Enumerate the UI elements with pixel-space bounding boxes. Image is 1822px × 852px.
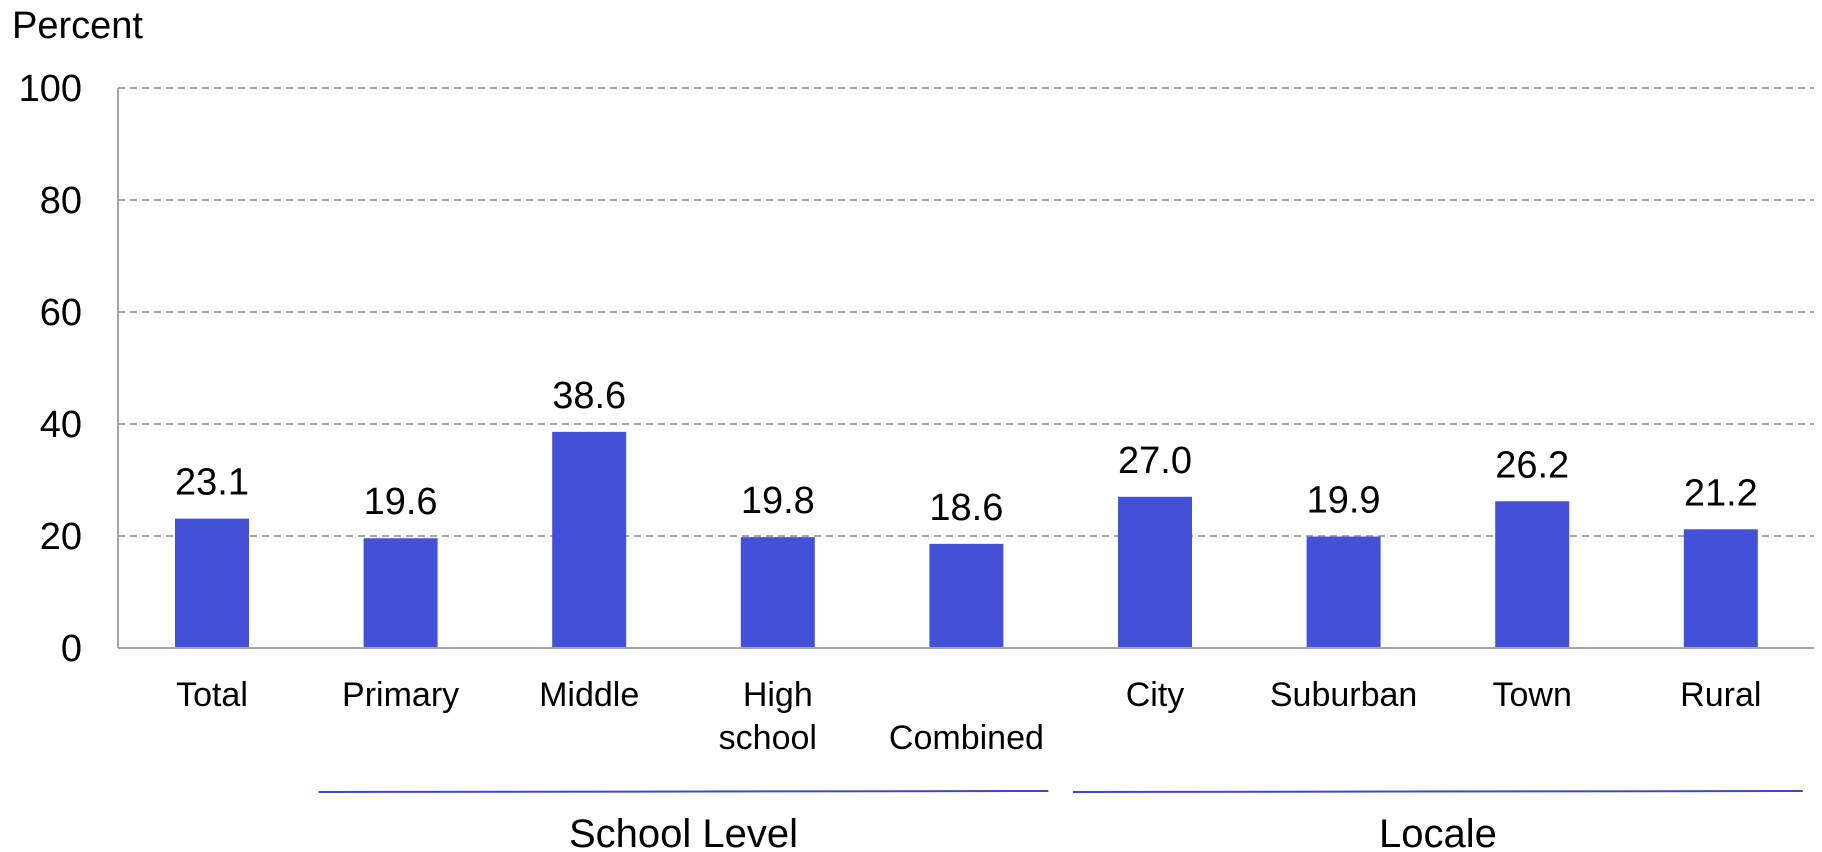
data-label: 21.2 [1684,472,1758,514]
y-tick-label: 80 [40,180,82,222]
data-label: 18.6 [929,487,1003,529]
data-label: 38.6 [552,375,626,417]
category-groups: School Level Locale [318,790,1803,852]
group-bracket-line [318,790,1049,793]
data-labels: 23.1 19.6 38.6 19.8 18.6 27.0 19.9 26.2 21.2 [175,375,1758,529]
category-label: Middle [539,676,639,714]
y-axis-title: Percent [12,5,143,47]
data-label: 26.2 [1495,444,1569,486]
category-label: City [1126,676,1185,714]
data-label: 27.0 [1118,440,1192,482]
category-label: Suburban [1270,676,1417,714]
bar [740,537,815,648]
y-tick-labels: 0 20 40 60 80 100 [19,68,82,670]
category-label: Town [1493,676,1572,714]
data-label: 19.6 [364,481,438,523]
gridlines [118,87,1814,537]
category-label: Total [176,676,248,714]
group-label: School Level [569,812,798,852]
bar [1683,529,1758,648]
y-tick-label: 100 [19,68,82,110]
bars [175,431,1758,648]
category-label: Rural [1680,676,1761,714]
y-tick-label: 0 [61,628,82,670]
bar [552,431,627,648]
group-label: Locale [1379,812,1497,852]
bar [1495,501,1570,648]
category-label: Combined [889,719,1044,757]
category-label: school [719,719,817,757]
category-label: High [743,676,813,714]
category-label: Primary [342,676,459,714]
bar [1118,496,1192,648]
bar [175,518,249,648]
y-tick-label: 20 [40,516,82,558]
group-bracket-line [1072,790,1803,793]
bar [1306,536,1381,648]
data-label: 19.8 [741,480,815,522]
data-label: 23.1 [175,462,249,504]
y-tick-label: 40 [40,404,82,446]
data-label: 19.9 [1307,480,1381,522]
bar [363,538,438,648]
category-labels: Total Primary Middle High school Combined City… [176,676,1761,757]
y-tick-label: 60 [40,292,82,334]
bar [929,543,1004,648]
